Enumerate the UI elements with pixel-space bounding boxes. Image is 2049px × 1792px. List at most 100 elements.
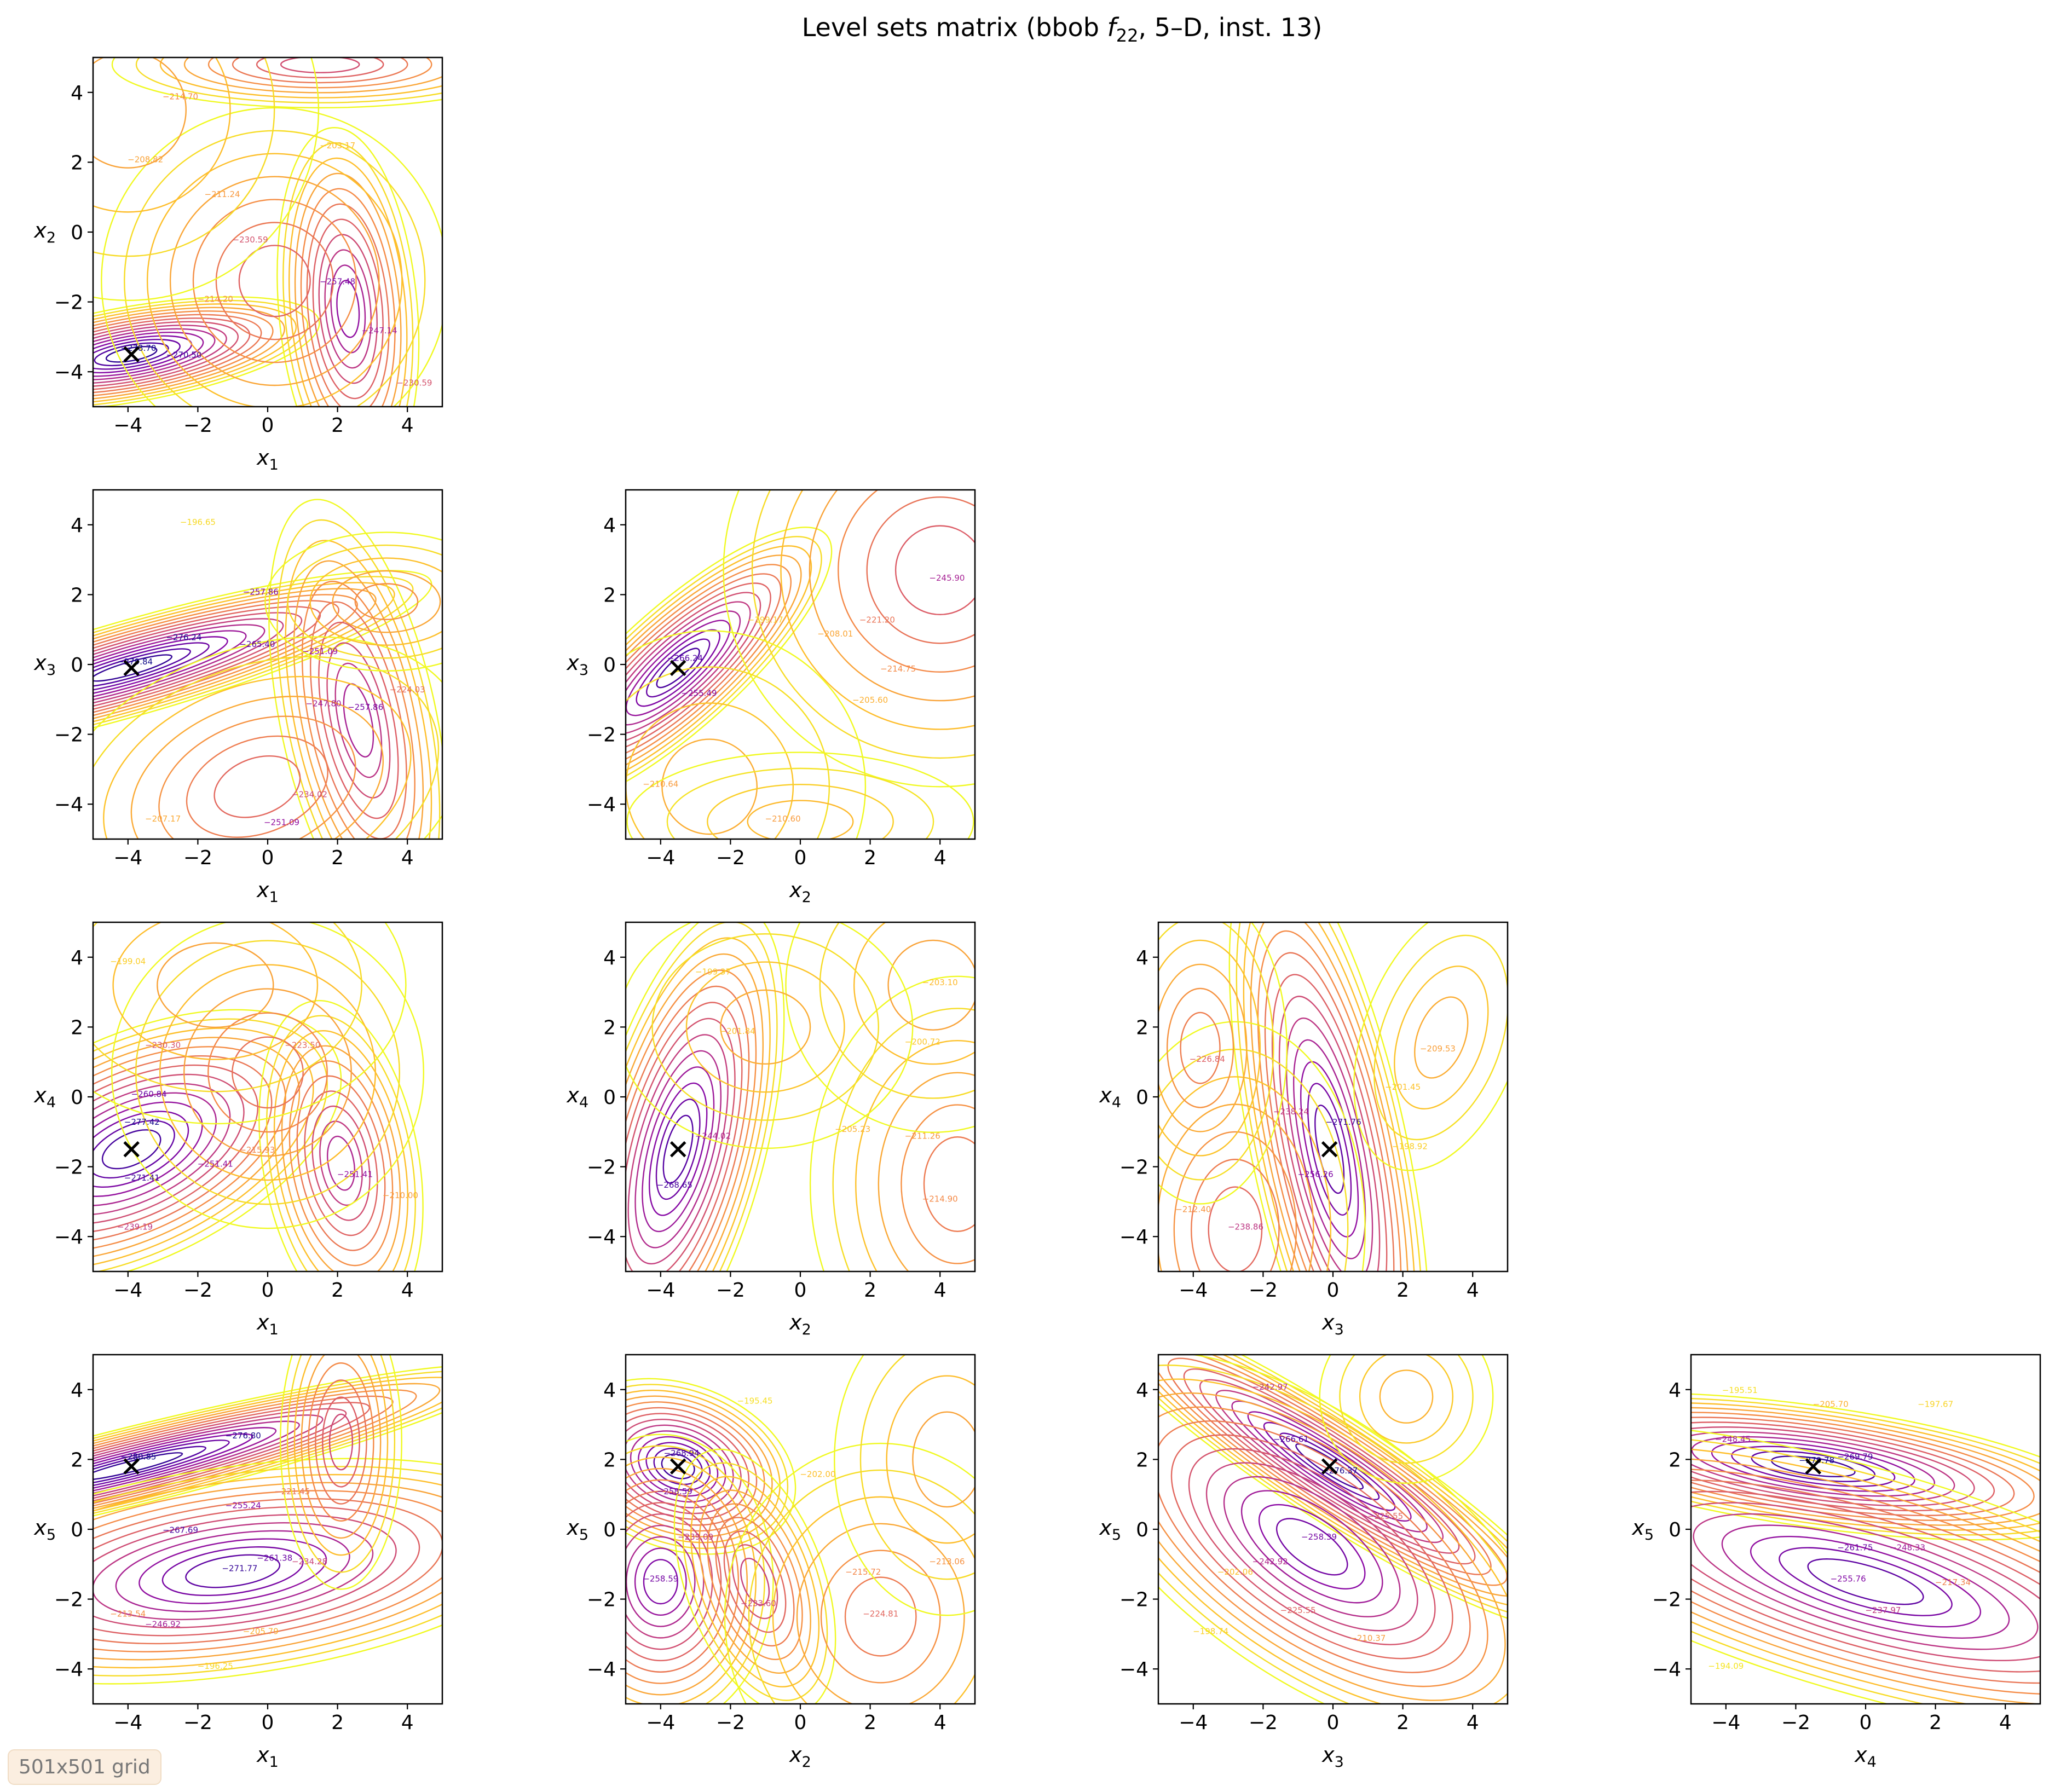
optimum-marker-stroke bbox=[669, 660, 686, 677]
x-tick-label: 4 bbox=[934, 1712, 946, 1734]
contour-value-label: −238.24 bbox=[1273, 1107, 1309, 1117]
contour-value-label: −239.09 bbox=[678, 1532, 713, 1542]
contour-level bbox=[183, 57, 442, 94]
figure-title: Level sets matrix (bbob f22, 5–D, inst. … bbox=[802, 13, 1323, 46]
contour-level bbox=[1339, 1355, 1474, 1464]
contour-level bbox=[626, 1445, 765, 1704]
contour-value-label: −211.26 bbox=[905, 1131, 940, 1141]
contour-value-label: −251.41 bbox=[337, 1170, 373, 1180]
contour-level bbox=[312, 218, 384, 400]
contour-level bbox=[334, 662, 383, 778]
contour-level bbox=[185, 1554, 281, 1588]
contour-level bbox=[1158, 1021, 1366, 1271]
contour-level bbox=[1250, 922, 1409, 1271]
panel-x3-vs-x1: −279.84−276.24−265.40−257.86−251.09−247.… bbox=[33, 489, 443, 906]
x-tick-label: −2 bbox=[716, 1279, 745, 1302]
contour-value-label: −251.09 bbox=[264, 817, 299, 827]
x-tick-label: 4 bbox=[1467, 1279, 1479, 1302]
contour-value-label: −208.01 bbox=[817, 629, 853, 639]
contour-level bbox=[785, 922, 975, 1133]
contour-level bbox=[1314, 1105, 1345, 1194]
contour-value-label: −255.24 bbox=[226, 1501, 261, 1511]
contour-value-label: −225.55 bbox=[1367, 1511, 1403, 1521]
contour-level bbox=[648, 1082, 708, 1216]
contour-value-label: −213.06 bbox=[929, 1557, 965, 1566]
contour-level bbox=[293, 1355, 389, 1556]
x-tick-label: −2 bbox=[1249, 1279, 1278, 1302]
contour-value-label: −224.81 bbox=[863, 1609, 898, 1619]
contour-level bbox=[707, 1503, 803, 1661]
contour-level bbox=[93, 1440, 230, 1494]
contour-level bbox=[673, 1448, 836, 1704]
y-tick-label: 0 bbox=[71, 222, 83, 244]
x-tick-label: 0 bbox=[794, 847, 807, 869]
contour-level bbox=[1170, 1434, 1453, 1660]
optimum-marker bbox=[123, 660, 140, 677]
x-tick-label: 0 bbox=[1860, 1712, 1872, 1734]
panel-x5-vs-x2: −268.94 −258.59 −258.59 −239.09 −233.60 −224.… bbox=[566, 1354, 976, 1771]
contour-level bbox=[1240, 1490, 1383, 1604]
contour-level bbox=[1158, 963, 1248, 1132]
x-tick-label: 2 bbox=[864, 847, 876, 869]
contour-value-label: −277.42 bbox=[124, 1117, 160, 1127]
y-tick-label: 2 bbox=[1669, 1449, 1681, 1471]
optimum-marker-stroke bbox=[123, 1458, 140, 1475]
contour-value-label: −258.39 bbox=[1301, 1532, 1337, 1542]
contour-level bbox=[626, 1479, 740, 1684]
contour-value-label: −234.02 bbox=[292, 789, 327, 799]
contour-value-label: −208.82 bbox=[128, 154, 163, 164]
contour-labels: −279.84−276.24−265.40−257.86−251.09−247.… bbox=[117, 517, 425, 828]
contour-level bbox=[330, 264, 366, 354]
contour-value-label: −246.92 bbox=[145, 1620, 181, 1629]
contour-level bbox=[93, 303, 297, 406]
contour-value-label: −197.67 bbox=[1918, 1400, 1953, 1409]
contour-labels: −276.37−266.61−242.97−258.39−242.92−225.… bbox=[1193, 1382, 1403, 1643]
contour-level bbox=[293, 560, 424, 839]
y-tick-label: 4 bbox=[71, 1379, 83, 1402]
optimum-marker bbox=[669, 1458, 686, 1475]
contour-level bbox=[626, 573, 782, 763]
contour-value-label: −276.24 bbox=[166, 632, 201, 642]
y-tick-label: 4 bbox=[71, 947, 83, 969]
y-tick-label: −4 bbox=[54, 1226, 83, 1248]
contour-level bbox=[93, 325, 227, 384]
y-tick-label: −2 bbox=[1652, 1589, 1681, 1611]
contour-level bbox=[1691, 1417, 2015, 1517]
contour-value-label: −205.60 bbox=[852, 695, 888, 705]
y-tick-label: −2 bbox=[54, 1589, 83, 1611]
contour-level bbox=[626, 592, 761, 744]
x-tick-label: 4 bbox=[1467, 1712, 1479, 1734]
contour-level bbox=[183, 988, 352, 1157]
y-tick-label: 2 bbox=[71, 584, 83, 606]
contour-value-label: −239.19 bbox=[117, 1222, 153, 1232]
contour-value-label: −257.86 bbox=[243, 587, 279, 597]
x-tick-label: 4 bbox=[934, 1279, 946, 1302]
contour-value-label: −203.10 bbox=[922, 978, 958, 987]
contour-level bbox=[626, 536, 822, 800]
contour-level bbox=[1691, 1423, 2040, 1704]
contour-level bbox=[238, 245, 311, 317]
contour-level bbox=[724, 1442, 975, 1704]
x-axis-label: x2 bbox=[789, 1743, 811, 1771]
contour-level bbox=[281, 1045, 401, 1271]
contour-value-label: −198.74 bbox=[1193, 1626, 1228, 1636]
y-tick-label: 4 bbox=[603, 947, 616, 969]
contour-level bbox=[1691, 1435, 2040, 1704]
contour-level bbox=[809, 490, 975, 702]
contour-level bbox=[626, 752, 974, 839]
contour-value-label: −205.79 bbox=[243, 1626, 279, 1636]
y-tick-label: 0 bbox=[71, 1519, 83, 1541]
y-tick-label: −4 bbox=[587, 1226, 616, 1248]
contour-level bbox=[93, 570, 432, 766]
contour-labels: −277.42 −271.41 −260.84 −251.41 −251.41 −230.… bbox=[110, 957, 418, 1232]
contour-level bbox=[115, 1530, 350, 1612]
x-tick-label: 0 bbox=[1327, 1279, 1340, 1302]
contour-value-label: −195.45 bbox=[737, 1396, 773, 1406]
contour-value-label: −271.41 bbox=[124, 1173, 160, 1183]
contour-lines bbox=[93, 57, 442, 407]
contour-labels: −280.85 −276.80 −271.77 −267.69 −261.38 −255.… bbox=[110, 1431, 327, 1671]
contour-level bbox=[93, 922, 407, 1125]
contour-level bbox=[159, 57, 442, 99]
contour-level bbox=[1319, 1355, 1494, 1484]
contour-value-label: −226.84 bbox=[1190, 1054, 1225, 1064]
